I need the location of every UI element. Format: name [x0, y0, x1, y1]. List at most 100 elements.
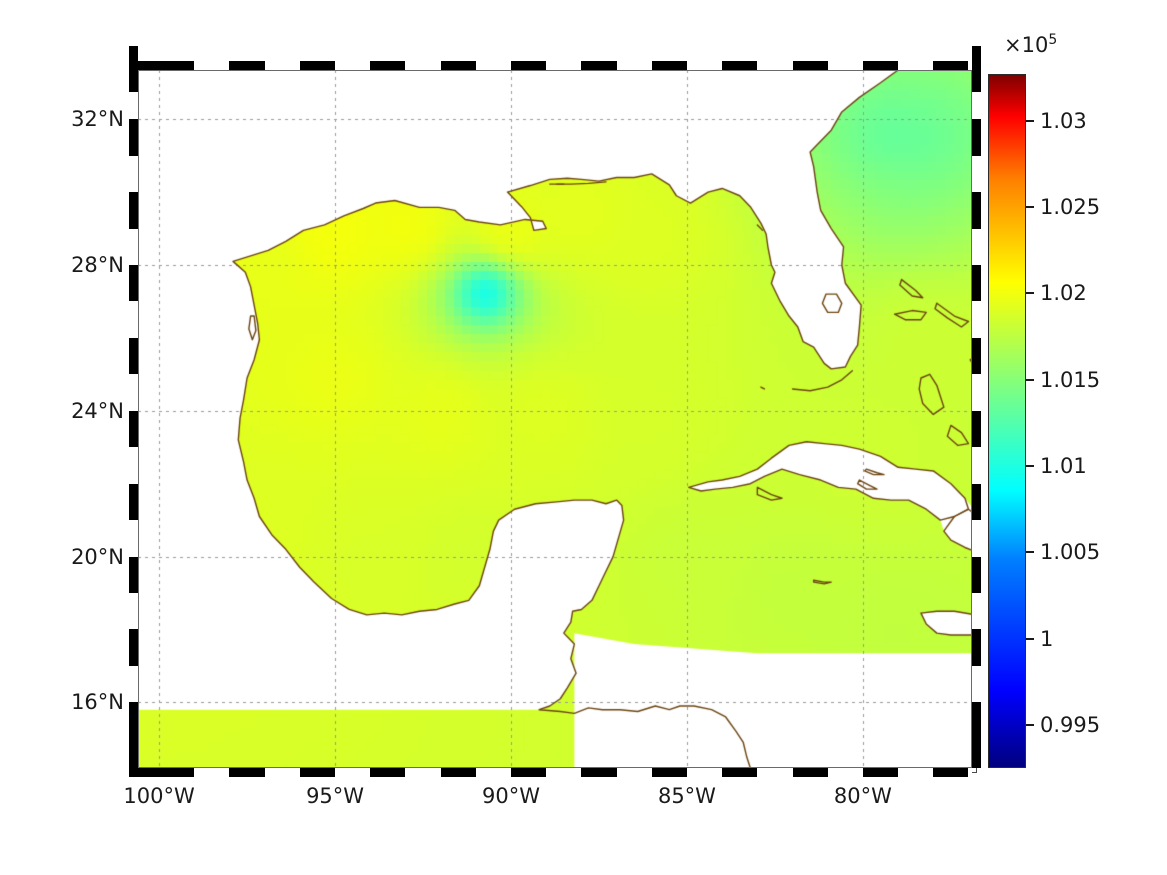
frame-left-segment: [129, 483, 138, 521]
frame-left-segment: [129, 738, 138, 768]
colorbar-tick-label: 1.025: [1040, 194, 1101, 219]
colorbar[interactable]: 1.03 1.025 1.02 1.015 1.01 1.005 1 0.995: [988, 74, 1100, 768]
frame-left-segment: [129, 155, 138, 193]
frame-bottom-segment: [370, 768, 406, 777]
frame-bottom-segment: [194, 768, 230, 777]
pressure-field-heatmap: [138, 70, 972, 768]
frame-bottom-segment: [792, 768, 828, 777]
frame-bottom-segment: [335, 768, 371, 777]
frame-right-segment: [972, 82, 981, 120]
frame-left-segment: [129, 556, 138, 594]
frame-bottom-segment: [651, 768, 687, 777]
frame-top-segment: [686, 61, 723, 70]
frame-top-segment: [370, 61, 406, 70]
colorbar-multiplier-label: ×105: [1004, 32, 1057, 57]
frame-top-segment: [862, 61, 899, 70]
frame-bottom-segment: [546, 768, 582, 777]
frame-right-segment: [972, 192, 981, 229]
frame-right-segment: [972, 447, 981, 484]
frame-top-segment: [264, 61, 300, 70]
frame-left-segment: [129, 593, 138, 630]
frame-right-segment: [972, 556, 981, 594]
colorbar-tick-mark: [1026, 637, 1034, 640]
colorbar-tick-mark: [1026, 464, 1034, 467]
frame-bottom-segment: [405, 768, 441, 777]
colorbar-tick-mark: [1026, 292, 1034, 295]
colorbar-tick-label: 1.03: [1040, 108, 1087, 133]
frame-top-segment: [440, 61, 476, 70]
y-tick-label: 20°N: [71, 544, 124, 569]
frame-right-segment: [972, 301, 981, 338]
frame-top-segment: [335, 61, 371, 70]
frame-right-segment: [972, 119, 981, 156]
frame-top-segment: [581, 61, 617, 70]
frame-top-segment: [827, 61, 863, 70]
frame-bottom-segment: [129, 768, 160, 777]
frame-left-segment: [129, 629, 138, 666]
frame-right-segment: [972, 520, 981, 557]
frame-bottom-segment: [475, 768, 511, 777]
frame-top-segment: [616, 61, 652, 70]
frame-left-segment: [129, 447, 138, 484]
frame-top-segment: [475, 61, 511, 70]
y-tick-label: 16°N: [71, 690, 124, 715]
frame-right-segment: [972, 61, 981, 92]
frame-top-segment: [722, 61, 758, 70]
frame-top-segment: [651, 61, 687, 70]
colorbar-tick-label: 1.01: [1040, 453, 1087, 478]
map-plot-area[interactable]: [138, 70, 972, 768]
frame-top-segment: [129, 61, 160, 70]
colorbar-tick-label: 1.005: [1040, 540, 1101, 565]
frame-left-segment: [129, 374, 138, 411]
frame-right-segment: [972, 738, 981, 768]
frame-top-segment: [792, 61, 828, 70]
frame-left-segment: [129, 265, 138, 302]
frame-top-segment: [546, 61, 582, 70]
y-tick-label: 24°N: [71, 398, 124, 423]
frame-top-segment: [194, 61, 230, 70]
frame-right-segment: [972, 410, 981, 448]
frame-left-segment: [129, 82, 138, 120]
frame-top-segment: [757, 61, 793, 70]
frame-top-segment: [511, 61, 547, 70]
frame-right-segment: [972, 155, 981, 193]
frame-left-segment: [129, 410, 138, 448]
x-tick-label: 80°W: [833, 784, 892, 808]
colorbar-tick-label: 1: [1040, 626, 1054, 651]
frame-left-segment: [129, 228, 138, 265]
frame-left-segment: [129, 119, 138, 156]
colorbar-multiplier-text: ×10: [1004, 33, 1049, 57]
frame-top-segment: [898, 61, 934, 70]
frame-bottom-segment: [440, 768, 476, 777]
frame-left-segment: [129, 520, 138, 557]
frame-bottom-segment: [898, 768, 934, 777]
colorbar-tick-label: 0.995: [1040, 712, 1101, 737]
colorbar-multiplier-exponent: 5: [1048, 32, 1058, 48]
y-tick-label: 32°N: [71, 107, 124, 132]
frame-left-segment: [129, 702, 138, 739]
colorbar-tick-mark: [1026, 378, 1034, 381]
frame-left-segment: [129, 192, 138, 229]
frame-bottom-segment: [299, 768, 336, 777]
frame-bottom-segment: [757, 768, 793, 777]
frame-bottom-segment: [686, 768, 723, 777]
frame-right-segment: [972, 629, 981, 666]
frame-bottom-segment: [616, 768, 652, 777]
colorbar-tick-label: 1.02: [1040, 281, 1087, 306]
colorbar-tick-mark: [1026, 119, 1034, 122]
frame-bottom-segment: [264, 768, 300, 777]
frame-right-segment: [972, 228, 981, 265]
frame-right-segment: [972, 665, 981, 703]
x-tick-label: 95°W: [306, 784, 365, 808]
frame-right-segment: [972, 337, 981, 375]
frame-right-segment: [972, 702, 981, 739]
y-tick-label: 28°N: [71, 253, 124, 277]
colorbar-tick-mark: [1026, 551, 1034, 554]
frame-left-segment: [129, 61, 138, 92]
x-tick-label: 85°W: [657, 784, 716, 808]
frame-top-segment: [405, 61, 441, 70]
frame-top-segment: [229, 61, 265, 70]
frame-bottom-segment: [229, 768, 265, 777]
frame-bottom-segment: [968, 768, 972, 777]
